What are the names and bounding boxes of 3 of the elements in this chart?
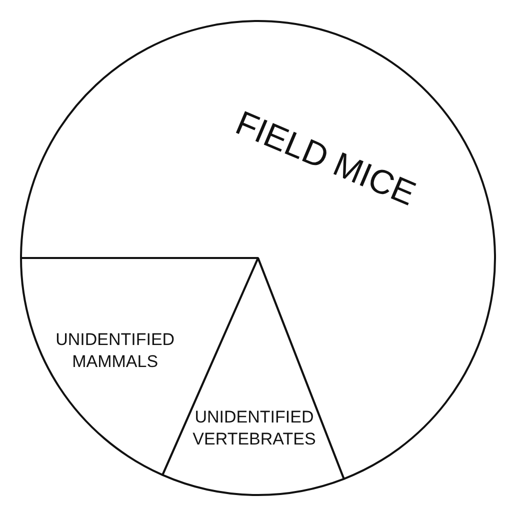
slice-label: UNIDENTIFIED MAMMALS	[56, 330, 175, 371]
slice-label: FIELD MICE	[230, 104, 421, 214]
slice-label: UNIDENTIFIED VERTEBRATES	[192, 407, 316, 448]
